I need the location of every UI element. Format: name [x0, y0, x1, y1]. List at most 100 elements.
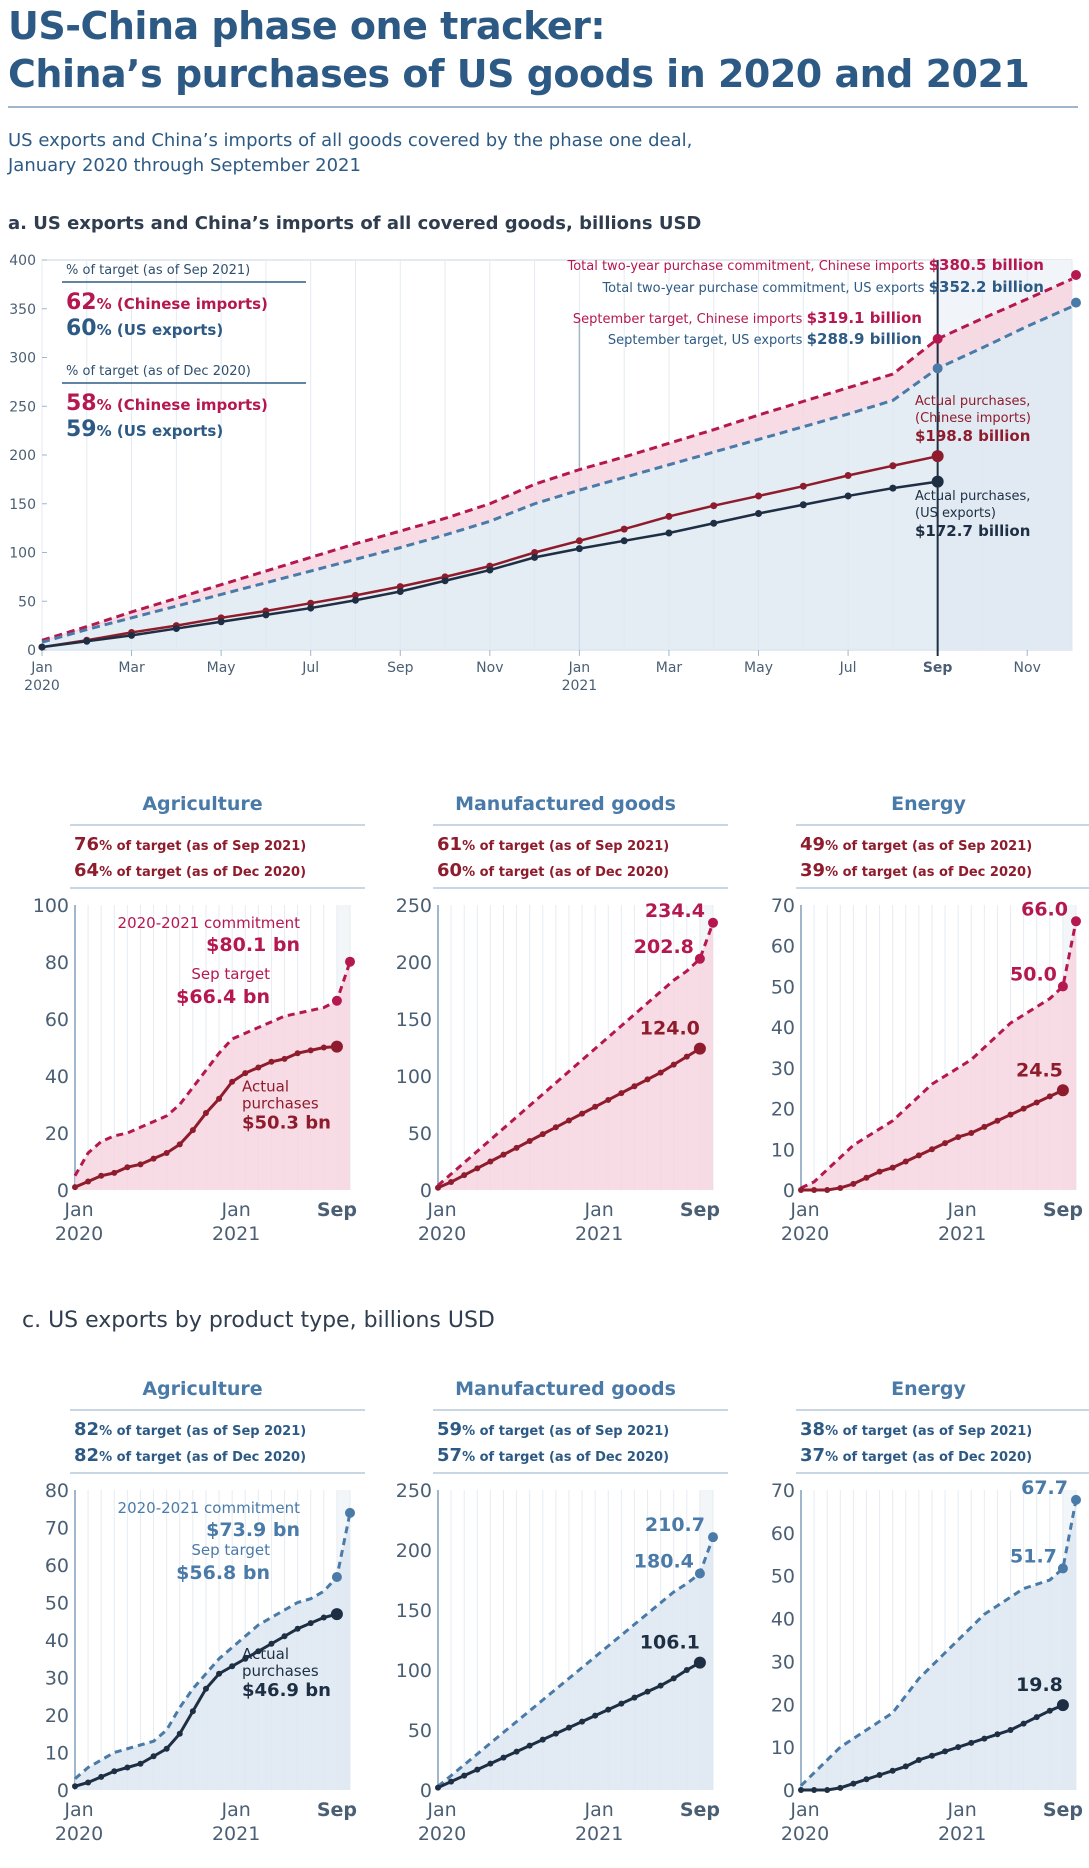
- y-tick-label: 50: [408, 1720, 432, 1742]
- data-point: [229, 1078, 236, 1085]
- ann-act-us-2: (US exports): [915, 506, 996, 521]
- data-point: [565, 1117, 572, 1124]
- data-point: [631, 1694, 638, 1701]
- panel-title: Manufactured goods: [455, 793, 676, 815]
- data-point: [396, 583, 404, 591]
- data-point: [1033, 1714, 1040, 1721]
- x-tick-label: Sep: [680, 1199, 720, 1221]
- section-a-title: a. US exports and China’s imports of all…: [8, 213, 702, 234]
- data-point: [876, 1168, 883, 1175]
- data-point: [150, 1753, 157, 1760]
- x-tick-label: Sep: [680, 1799, 720, 1821]
- ann-act-china-val: $198.8 billion: [915, 427, 1030, 445]
- y-tick-label: 0: [783, 1780, 795, 1802]
- data-point: [448, 1778, 455, 1785]
- data-point: [863, 1776, 870, 1783]
- x-tick-label: Sep: [387, 660, 414, 676]
- y-tick-label: 0: [783, 1180, 795, 1202]
- y-tick-label: 40: [45, 1066, 69, 1088]
- data-point: [902, 1763, 909, 1770]
- panel-pct-dec: 64% of target (as of Dec 2020): [74, 860, 306, 881]
- y-tick-label: 100: [396, 1066, 432, 1088]
- ann-act-china-2: (Chinese imports): [915, 411, 1031, 426]
- target-line: [74, 1512, 352, 1780]
- total-target-point: [345, 1507, 355, 1518]
- data-point: [620, 525, 628, 533]
- panel-c-energy: Energy 38% of target (as of Sep 2021) 37% …: [771, 1378, 1089, 1845]
- data-point: [320, 1614, 327, 1621]
- data-point: [83, 637, 91, 645]
- data-point: [1033, 1099, 1040, 1106]
- x-tick-label: Sep: [1043, 1199, 1083, 1221]
- data-point: [474, 1766, 481, 1773]
- data-point: [798, 1187, 804, 1193]
- y-tick-label: 50: [18, 594, 36, 610]
- data-point: [1007, 1727, 1014, 1733]
- ann-sep-china: September target, Chinese imports $319.1…: [573, 309, 922, 327]
- data-point: [850, 1180, 857, 1187]
- ann-act-val: $46.9 bn: [242, 1680, 331, 1701]
- data-point: [657, 1069, 664, 1076]
- data-point: [307, 1047, 314, 1054]
- data-point: [294, 1050, 301, 1057]
- box-dec-title: % of target (as of Dec 2020): [66, 364, 251, 379]
- x-tick-label: Sep: [923, 660, 953, 676]
- data-point: [605, 1706, 612, 1713]
- y-tick-label: 40: [45, 1630, 69, 1652]
- box-dec-us: 59% (US exports): [66, 417, 223, 442]
- box-sep-china: 62% (Chinese imports): [66, 290, 268, 315]
- data-point: [811, 1787, 818, 1793]
- x-tick-year: 2021: [938, 1823, 986, 1845]
- panel-pct-dec: 37% of target (as of Dec 2020): [800, 1445, 1032, 1466]
- y-tick-label: 0: [420, 1180, 432, 1202]
- data-point: [579, 1110, 586, 1117]
- title-line-2: China’s purchases of US goods in 2020 an…: [8, 52, 1030, 96]
- y-tick-label: 60: [45, 1009, 69, 1031]
- data-point: [844, 471, 852, 479]
- data-point: [255, 1648, 262, 1655]
- label-actual: 124.0: [640, 1018, 700, 1040]
- data-point: [1007, 1111, 1014, 1118]
- panel-title: Agriculture: [142, 793, 262, 815]
- data-point: [531, 553, 539, 561]
- y-tick-label: 70: [45, 1518, 69, 1540]
- x-tick-label: Jan: [220, 1199, 250, 1221]
- y-tick-label: 400: [9, 253, 36, 269]
- x-tick-label: May: [744, 660, 773, 676]
- data-point: [351, 591, 359, 599]
- y-tick-label: 10: [45, 1743, 69, 1765]
- x-tick-label: Jan: [568, 660, 591, 676]
- data-point: [294, 1625, 301, 1632]
- data-point: [111, 1768, 118, 1775]
- data-point: [435, 1784, 441, 1791]
- x-tick-label: Sep: [317, 1799, 357, 1821]
- y-tick-label: 10: [771, 1139, 795, 1161]
- y-tick-label: 250: [396, 895, 432, 917]
- x-tick-label: Jan: [426, 1799, 456, 1821]
- target-fill: [438, 922, 713, 1190]
- total-target-point: [1071, 1494, 1081, 1505]
- total-target-point: [345, 956, 355, 967]
- data-point: [592, 1712, 599, 1719]
- data-point: [755, 510, 763, 517]
- panel-title: Manufactured goods: [455, 1378, 676, 1400]
- x-tick-year: 2020: [418, 1223, 466, 1245]
- y-tick-label: 50: [408, 1123, 432, 1145]
- data-point: [863, 1174, 870, 1181]
- y-tick-label: 50: [45, 1593, 69, 1615]
- label-sep: 180.4: [634, 1551, 694, 1573]
- sep-target-point: [331, 995, 342, 1006]
- data-point: [441, 577, 449, 585]
- y-tick-label: 30: [45, 1668, 69, 1690]
- data-point: [128, 631, 136, 639]
- x-tick-label: Jul: [301, 660, 319, 676]
- main-chart: 0 50 100 150 200 250 300 350 400 Jan 2020 Mar May Jul…: [9, 253, 1081, 694]
- ann-commit: 2020-2021 commitment: [118, 914, 301, 932]
- sep-target-point: [932, 363, 943, 374]
- y-tick-label: 20: [771, 1694, 795, 1716]
- data-point: [928, 1146, 935, 1153]
- target-fill: [75, 1512, 350, 1790]
- subtitle-line-2: January 2020 through September 2021: [8, 155, 361, 176]
- x-tick-label: Sep: [317, 1199, 357, 1221]
- x-tick-label: Jan: [583, 1799, 613, 1821]
